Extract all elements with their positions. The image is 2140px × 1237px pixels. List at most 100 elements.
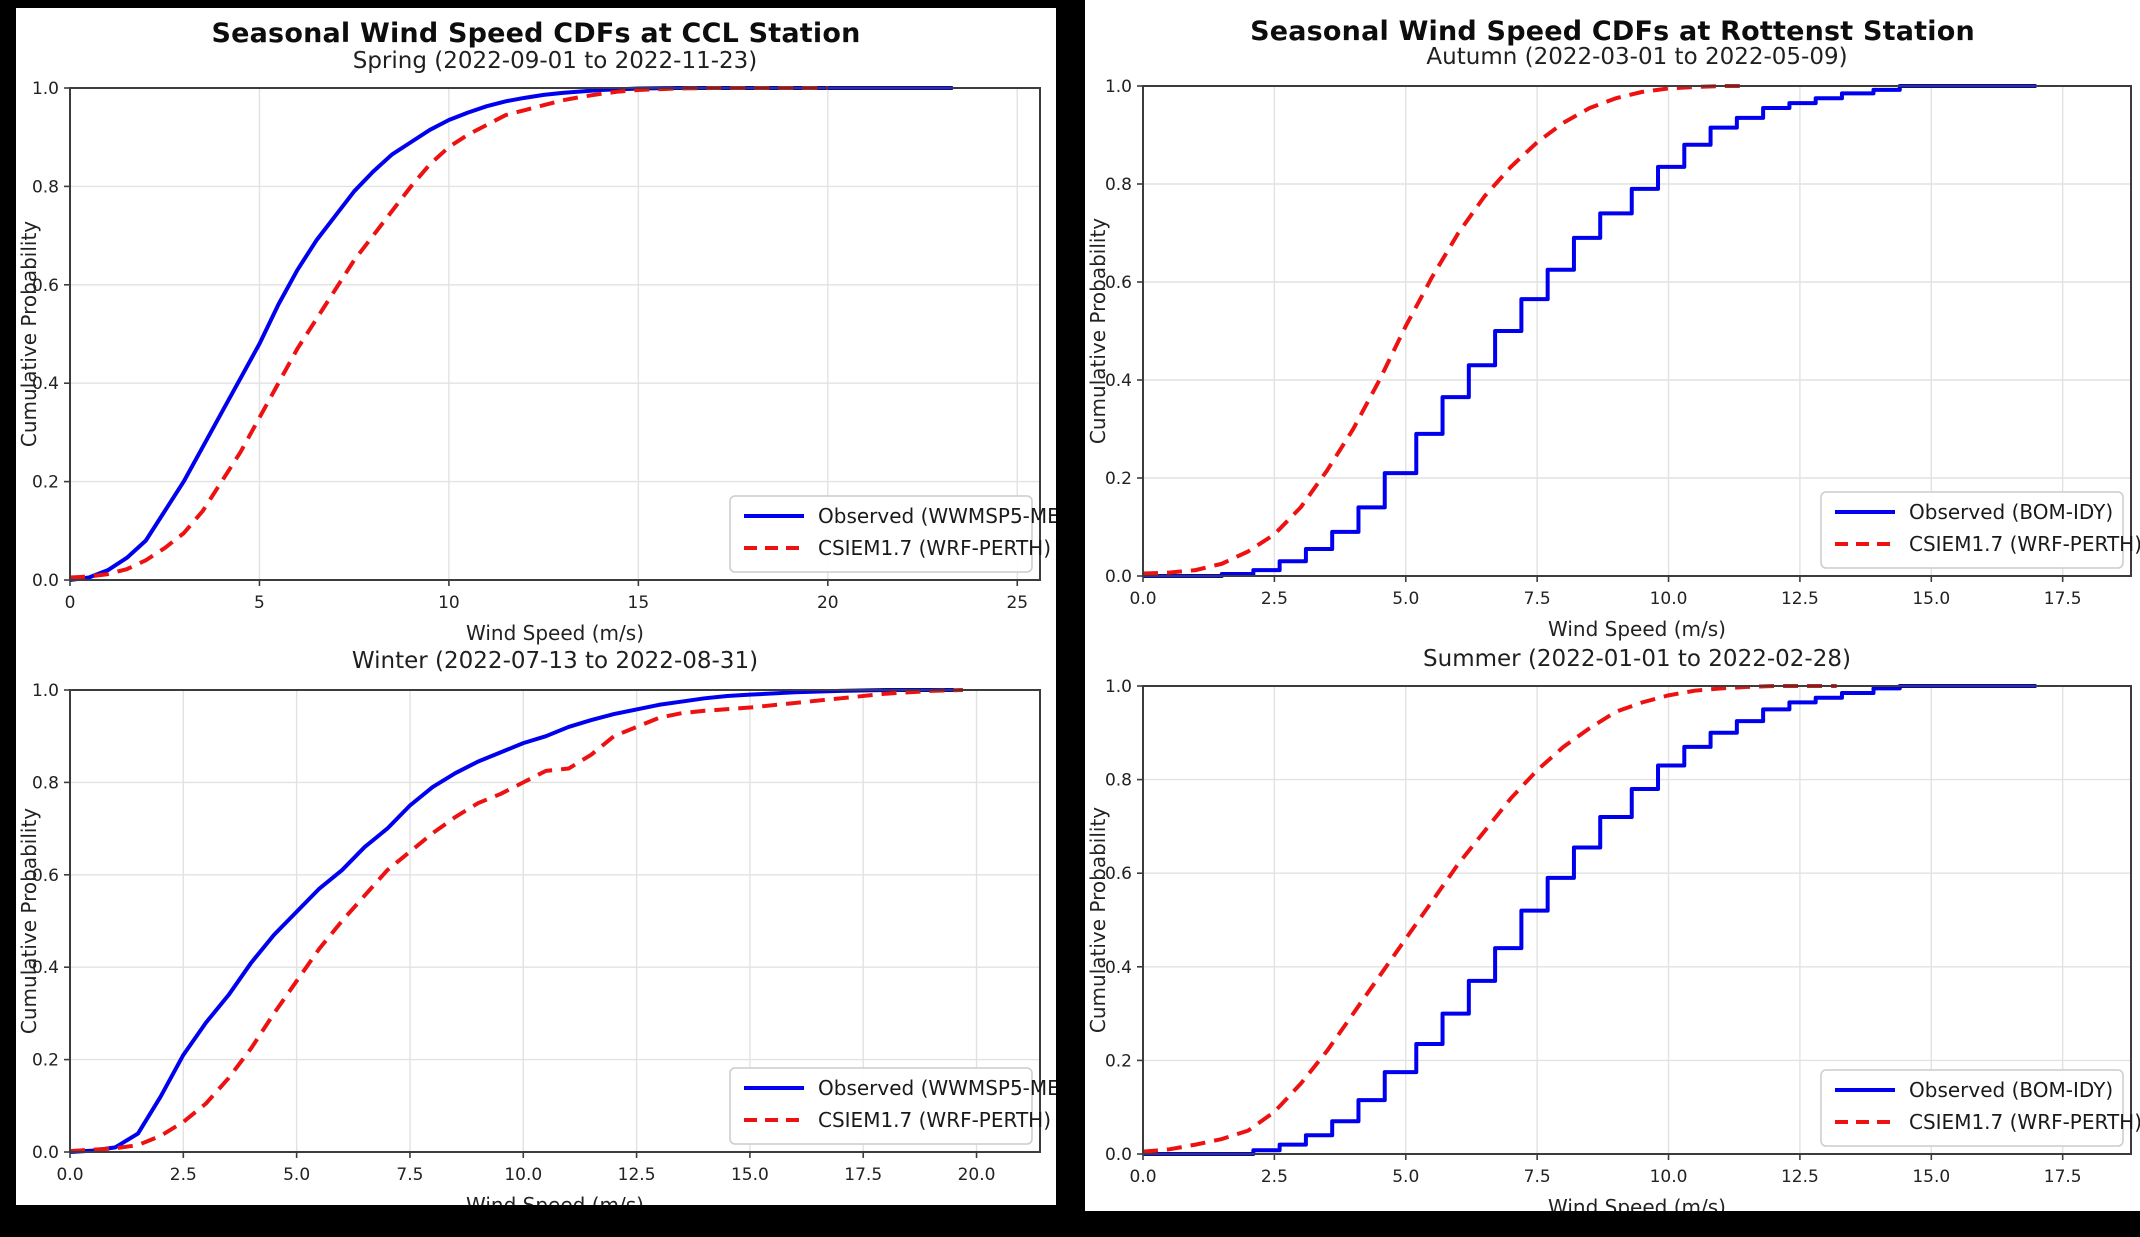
legend-box: [1820, 491, 2124, 569]
observed-curve: [69, 86, 953, 582]
y-tick-label: 0.8: [32, 773, 59, 793]
chart-title-autumn: Autumn (2022-03-01 to 2022-05-09): [1426, 44, 1848, 70]
y-tick-label: 0.0: [32, 1143, 59, 1163]
x-tick-label: 2.5: [1261, 589, 1288, 609]
y-tick-label: 0.4: [32, 374, 59, 394]
chart-title-spring: Spring (2022-09-01 to 2022-11-23): [352, 48, 758, 74]
x-tick-label: 15.0: [1912, 1167, 1950, 1187]
y-axis-label: Cumulative Probability: [17, 808, 41, 1034]
y-tick-label: 1.0: [1105, 677, 1132, 697]
x-tick-label: 10.0: [1650, 1167, 1688, 1187]
y-tick-label: 1.0: [32, 681, 59, 701]
x-tick-label: 0.0: [56, 1165, 83, 1185]
legend-entry-label: Observed (WWMSP5-MET): [818, 1076, 1056, 1100]
plot-border: [69, 87, 1041, 581]
y-tick-label: 0.0: [1105, 1145, 1132, 1165]
x-tick-label: 25: [1006, 593, 1028, 613]
legend: Observed (BOM-IDY) CSIEM1.7 (WRF-PERTH): [1820, 491, 2140, 569]
y-axis-label: Cumulative Probability: [1086, 807, 1110, 1033]
plot-border: [69, 689, 1041, 1153]
y-tick-label: 1.0: [1105, 77, 1132, 97]
x-tick-label: 5.0: [283, 1165, 310, 1185]
y-tick-label: 0.6: [32, 276, 59, 296]
y-tick-label: 0.0: [1105, 567, 1132, 587]
x-tick-label: 17.5: [2044, 1167, 2082, 1187]
y-tick-label: 0.8: [1105, 771, 1132, 791]
summer-cdf-plot: 0.0 2.5 5.0 7.5 10.0 12.5 15.0 17.5 0.0 0.2 0.4 0.6…: [1086, 677, 2140, 1211]
observed-curve: [1143, 84, 2037, 578]
model-curve: [1142, 84, 1748, 576]
legend-entry-label: Observed (BOM-IDY): [1909, 1078, 2113, 1102]
x-tick-label: 5.0: [1392, 589, 1419, 609]
legend: Observed (BOM-IDY) CSIEM1.7 (WRF-PERTH): [1820, 1069, 2140, 1147]
y-tick-label: 0.2: [1105, 1051, 1132, 1071]
y-tick-label: 0.2: [1105, 469, 1132, 489]
y-tick-label: 0.4: [1105, 371, 1132, 391]
legend-entry-label: CSIEM1.7 (WRF-PERTH): [818, 1108, 1051, 1132]
autumn-cdf-plot: 0.0 2.5 5.0 7.5 10.0 12.5 15.0 17.5 0.0 0.2 0.4 0.6…: [1086, 77, 2140, 641]
x-tick-label: 20.0: [958, 1165, 996, 1185]
x-axis-label: Wind Speed (m/s): [466, 621, 644, 645]
x-axis-label: Wind Speed (m/s): [466, 1193, 644, 1205]
legend-entry-label: Observed (BOM-IDY): [1909, 500, 2113, 524]
legend-entry-label: CSIEM1.7 (WRF-PERTH): [1909, 532, 2140, 556]
x-tick-label: 15: [628, 593, 650, 613]
x-tick-label: 12.5: [1781, 1167, 1819, 1187]
legend-box: [729, 1067, 1033, 1145]
x-tick-label: 15.0: [1912, 589, 1950, 609]
x-tick-label: 5.0: [1392, 1167, 1419, 1187]
x-tick-label: 0.0: [1129, 1167, 1156, 1187]
figure-suptitle: Seasonal Wind Speed CDFs at Rottenst Sta…: [1250, 16, 1975, 47]
y-tick-label: 0.4: [1105, 958, 1132, 978]
model-curve: [69, 688, 964, 1154]
x-tick-label: 17.5: [844, 1165, 882, 1185]
x-axis-label: Wind Speed (m/s): [1548, 1195, 1726, 1211]
legend-entry-label: CSIEM1.7 (WRF-PERTH): [1909, 1110, 2140, 1134]
y-tick-label: 0.0: [32, 571, 59, 591]
figure-suptitle: Seasonal Wind Speed CDFs at CCL Station: [211, 18, 861, 49]
chart-title-winter: Winter (2022-07-13 to 2022-08-31): [351, 648, 759, 674]
x-tick-label: 2.5: [170, 1165, 197, 1185]
y-axis-label: Cumulative Probability: [1086, 218, 1110, 444]
observed-curve: [1143, 684, 2037, 1156]
x-tick-label: 12.5: [1781, 589, 1819, 609]
figure-ccl-station: Seasonal Wind Speed CDFs at CCL Station …: [16, 8, 1056, 1205]
chart-title-summer: Summer (2022-01-01 to 2022-02-28): [1423, 646, 1851, 672]
y-tick-label: 0.6: [1105, 273, 1132, 293]
legend-entry-label: Observed (WWMSP5-MET): [818, 504, 1056, 528]
x-tick-label: 15.0: [731, 1165, 769, 1185]
legend: Observed (WWMSP5-MET) CSIEM1.7 (WRF-PERTH…: [729, 495, 1056, 573]
y-tick-label: 0.4: [32, 958, 59, 978]
x-tick-label: 10: [438, 593, 460, 613]
model-curve: [1142, 684, 1837, 1154]
x-tick-label: 0: [65, 593, 76, 613]
x-tick-label: 12.5: [618, 1165, 656, 1185]
legend: Observed (WWMSP5-MET) CSIEM1.7 (WRF-PERTH…: [729, 1067, 1056, 1145]
y-tick-label: 0.6: [32, 866, 59, 886]
figure-rottenst-station: Seasonal Wind Speed CDFs at Rottenst Sta…: [1085, 0, 2140, 1211]
winter-cdf-plot: 0.0 2.5 5.0 7.5 10.0 12.5 15.0 17.5 20.0 0.0 0.2 0.…: [17, 681, 1056, 1205]
x-axis-label: Wind Speed (m/s): [1548, 617, 1726, 641]
y-tick-label: 1.0: [32, 79, 59, 99]
observed-curve: [69, 688, 954, 1154]
x-tick-label: 7.5: [1524, 1167, 1551, 1187]
x-tick-label: 5: [254, 593, 265, 613]
y-tick-label: 0.8: [32, 177, 59, 197]
x-tick-label: 7.5: [1524, 589, 1551, 609]
plot-border: [1142, 685, 2132, 1155]
x-tick-label: 20: [817, 593, 839, 613]
x-tick-label: 10.0: [1650, 589, 1688, 609]
tick-marks: [64, 87, 1019, 586]
spring-cdf-plot: 0 5 10 15 20 25 0.0 0.2 0.4 0.6 0.8 1.0 Wind Speed (…: [17, 79, 1056, 645]
x-tick-label: 10.0: [504, 1165, 542, 1185]
legend-box: [1820, 1069, 2124, 1147]
tick-marks: [1137, 685, 2064, 1160]
legend-box: [729, 495, 1033, 573]
y-axis-label: Cumulative Probability: [17, 221, 41, 447]
y-tick-label: 0.2: [32, 473, 59, 493]
x-tick-label: 0.0: [1129, 589, 1156, 609]
tick-marks: [1137, 85, 2064, 582]
x-tick-label: 2.5: [1261, 1167, 1288, 1187]
y-tick-label: 0.6: [1105, 864, 1132, 884]
model-curve: [69, 86, 828, 580]
